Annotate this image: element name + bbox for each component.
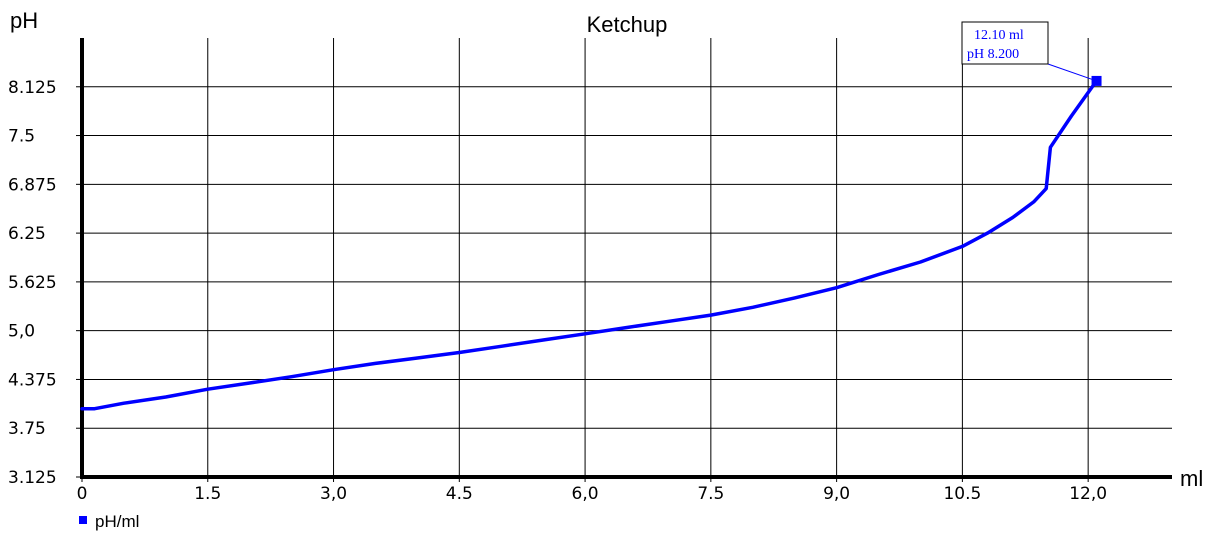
x-tick-label: 3,0 — [320, 484, 347, 504]
x-axis-label: ml — [1180, 466, 1203, 491]
x-tick-label: 6,0 — [572, 484, 599, 504]
y-tick-label: 7.5 — [8, 127, 35, 147]
x-tick-label: 9,0 — [823, 484, 850, 504]
legend-marker — [79, 516, 87, 524]
legend-label: pH/ml — [95, 512, 139, 531]
series-line-ph-ml — [80, 79, 1099, 411]
annotation: 12.10 ml pH 8.200 — [961, 21, 1102, 86]
chart-title: Ketchup — [587, 12, 668, 37]
series-line-group — [80, 79, 1099, 411]
x-tick-label: 1.5 — [194, 484, 221, 504]
annotation-marker — [1091, 75, 1102, 86]
y-tick-label: 5,0 — [8, 322, 35, 342]
x-tick-label: 10.5 — [943, 484, 981, 504]
x-ticks: 0 1.5 3,0 4.5 6,0 7.5 9,0 10.5 12,0 — [77, 484, 1107, 504]
x-tick-label: 0 — [77, 484, 88, 504]
annotation-box — [961, 21, 1049, 65]
y-tick-label: 5.625 — [8, 273, 57, 293]
y-tick-label: 3.75 — [8, 419, 46, 439]
x-tick-label: 12,0 — [1069, 484, 1107, 504]
grid — [76, 38, 1172, 482]
axes — [80, 38, 1172, 479]
y-tick-label: 4.375 — [8, 370, 57, 390]
annotation-line-2: pH 8.200 — [967, 47, 1019, 62]
y-ticks: 3.125 3.75 4.375 5,0 5.625 6.25 6.875 7.5 8.125 — [8, 78, 57, 488]
y-tick-label: 8.125 — [8, 78, 57, 98]
y-tick-label: 6.875 — [8, 175, 57, 195]
y-tick-label: 3.125 — [8, 468, 57, 488]
x-tick-label: 7.5 — [697, 484, 724, 504]
legend: pH/ml — [79, 512, 139, 531]
annotation-line-1: 12.10 ml — [974, 28, 1024, 43]
annotation-leader-line — [1047, 63, 1097, 82]
y-axis-label: pH — [10, 8, 38, 33]
y-tick-label: 6.25 — [8, 224, 46, 244]
x-tick-label: 4.5 — [446, 484, 473, 504]
